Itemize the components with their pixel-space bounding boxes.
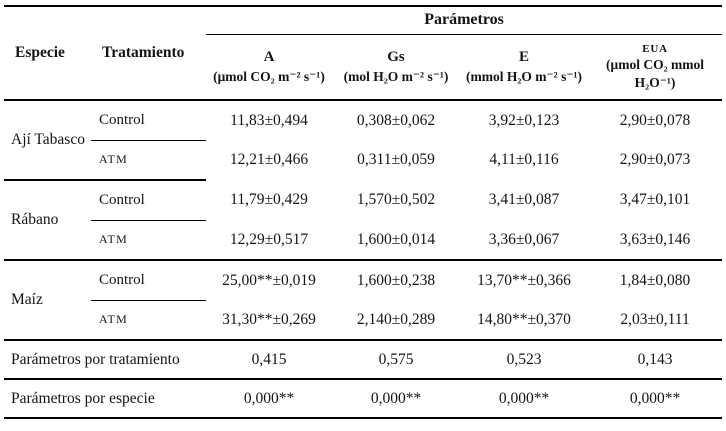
value-cell: 2,140±0,289 xyxy=(332,300,460,341)
col-a-units: (μmol CO₂ m⁻² s⁻¹) xyxy=(213,68,325,84)
col-e-units: (mmol H₂O m⁻² s⁻¹) xyxy=(465,68,582,84)
value-cell: 0,000** xyxy=(498,389,550,407)
value-cell: 3,92±0,123 xyxy=(488,111,560,129)
table-row: Rábano Control 11,79±0,429 1,570±0,502 3… xyxy=(4,180,722,261)
value-cell: 1,600±0,014 xyxy=(332,220,460,261)
header-row-params: A (μmol CO₂ m⁻² s⁻¹) Gs (mol H₂O m⁻² s⁻¹… xyxy=(4,34,723,101)
treatment-cell: ATM xyxy=(91,140,206,181)
value-cell: 2,03±0,111 xyxy=(588,300,723,341)
header-col-e: E (mmol H₂O m⁻² s⁻¹) xyxy=(460,34,588,101)
treatment-cell: Control xyxy=(91,180,206,221)
value-cell: 0,308±0,062 xyxy=(356,111,436,129)
value-cell: 0,523 xyxy=(460,340,588,380)
species-cell-rabano: Rábano xyxy=(4,180,91,261)
results-table: Especie Tratamiento Parámetros A (μmol C… xyxy=(4,5,723,419)
value-cell: 0,311±0,059 xyxy=(357,151,435,168)
table-row: Maíz Control 25,00**±0,019 1,600±0,238 1… xyxy=(4,260,722,341)
col-gs-units: (mol H₂O m⁻² s⁻¹) xyxy=(343,68,449,84)
value-cell: 12,29±0,517 xyxy=(206,220,332,261)
value-cell: 11,79±0,429 xyxy=(230,191,308,208)
treatment-atm-label: ATM xyxy=(99,152,128,167)
header-col-a: A (μmol CO₂ m⁻² s⁻¹) xyxy=(206,34,332,101)
species-cell-aji-tabasco: Ají Tabasco xyxy=(4,100,91,181)
value-cell: 0,143 xyxy=(588,340,723,380)
value-cell: 0,000** xyxy=(243,389,295,407)
treatment-cell: Control xyxy=(91,100,206,141)
col-gs-symbol: Gs xyxy=(387,49,405,66)
table-row: ATM 12,29±0,517 1,600±0,014 3,36±0,067 3… xyxy=(4,220,723,261)
table-row-footer: Parámetros por especie 0,000** 0,000** 0… xyxy=(4,379,722,418)
header-col-gs: Gs (mol H₂O m⁻² s⁻¹) xyxy=(332,34,460,101)
col-eua-units: (μmol CO₂ mmol H₂O⁻¹) xyxy=(606,57,704,90)
table-row-footer: Parámetros por tratamiento 0,415 0,575 0… xyxy=(4,340,723,380)
col-eua-symbol: EUA xyxy=(642,43,668,56)
header-especie: Especie xyxy=(4,6,91,101)
value-cell: 31,30**±0,269 xyxy=(206,300,332,341)
table-row: ATM 12,21±0,466 0,311±0,059 4,11±0,116 2… xyxy=(4,140,722,181)
value-cell: 1,84±0,080 xyxy=(619,271,691,289)
treatment-cell: ATM xyxy=(91,220,206,261)
treatment-atm-label: ATM xyxy=(99,312,128,327)
value-cell: 3,63±0,146 xyxy=(588,220,723,261)
col-e-symbol: E xyxy=(518,49,529,66)
value-cell: 4,11±0,116 xyxy=(489,151,559,168)
value-cell: 3,36±0,067 xyxy=(460,220,588,261)
col-a-symbol: A xyxy=(263,49,275,66)
value-cell: 2,90±0,073 xyxy=(619,151,691,168)
table-row: Ají Tabasco Control 11,83±0,494 0,308±0,… xyxy=(4,100,722,181)
value-cell: 0,415 xyxy=(206,340,332,380)
treatment-atm-label: ATM xyxy=(99,232,128,247)
species-cell-maiz: Maíz xyxy=(4,260,91,341)
value-cell: 1,600±0,238 xyxy=(356,271,436,289)
header-parametros-group: Parámetros xyxy=(206,6,723,35)
header-col-eua: EUA (μmol CO₂ mmol H₂O⁻¹) xyxy=(588,34,723,101)
value-cell: 3,47±0,101 xyxy=(619,191,691,208)
value-cell: 0,000** xyxy=(370,389,422,407)
value-cell: 25,00**±0,019 xyxy=(222,271,316,289)
paper-table-page: Especie Tratamiento Parámetros A (μmol C… xyxy=(0,5,726,431)
value-cell: 0,575 xyxy=(332,340,460,380)
value-cell: 3,41±0,087 xyxy=(488,191,560,208)
header-row-group: Especie Tratamiento Parámetros xyxy=(4,6,723,101)
value-cell: 11,83±0,494 xyxy=(230,111,308,129)
treatment-cell: ATM xyxy=(91,300,206,341)
value-cell: 12,21±0,466 xyxy=(229,151,309,168)
value-cell: 13,70**±0,366 xyxy=(477,271,571,289)
header-tratamiento: Tratamiento xyxy=(91,6,206,101)
footer-label-especie: Parámetros por especie xyxy=(11,389,155,407)
value-cell: 0,000** xyxy=(629,389,681,407)
value-cell: 2,90±0,078 xyxy=(619,111,691,129)
value-cell: 1,570±0,502 xyxy=(356,191,436,208)
table-row: ATM 31,30**±0,269 2,140±0,289 14,80**±0,… xyxy=(4,300,723,341)
footer-label-tratamiento: Parámetros por tratamiento xyxy=(4,340,206,380)
treatment-cell: Control xyxy=(91,260,206,301)
value-cell: 14,80**±0,370 xyxy=(460,300,588,341)
